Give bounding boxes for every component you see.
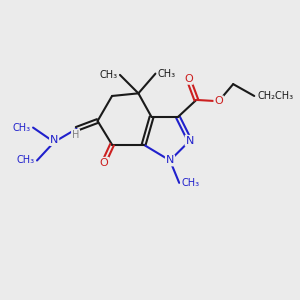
Text: CH₂CH₃: CH₂CH₃: [257, 91, 293, 101]
Text: O: O: [214, 96, 223, 106]
Text: CH₃: CH₃: [158, 69, 175, 79]
Text: N: N: [50, 135, 58, 145]
Text: N: N: [166, 155, 174, 166]
Text: CH₃: CH₃: [17, 155, 35, 166]
Text: CH₃: CH₃: [13, 123, 31, 133]
Text: CH₃: CH₃: [100, 70, 118, 80]
Text: H: H: [72, 130, 79, 140]
Text: O: O: [100, 158, 109, 168]
Text: N: N: [185, 136, 194, 146]
Text: CH₃: CH₃: [181, 178, 199, 188]
Text: O: O: [184, 74, 193, 84]
